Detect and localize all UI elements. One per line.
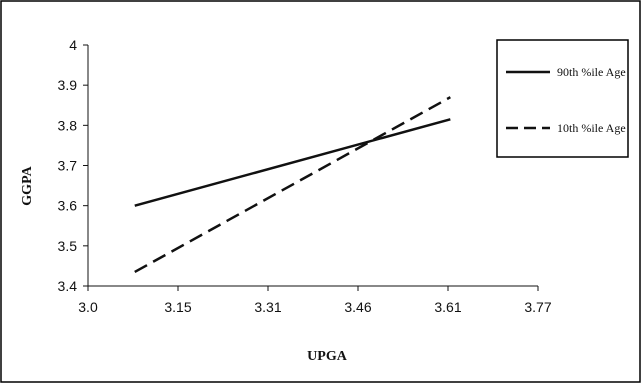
x-tick-label: 3.31 bbox=[254, 299, 281, 315]
series-line-90th-percentile bbox=[134, 118, 451, 207]
y-tick-label: 4 bbox=[69, 37, 77, 53]
y-tick-label: 3.9 bbox=[58, 77, 78, 93]
legend-label-10th: 10th %ile Age bbox=[557, 121, 626, 135]
legend-label-90th: 90th %ile Age bbox=[557, 65, 626, 79]
x-tick-label: 3.46 bbox=[344, 299, 371, 315]
y-tick-label: 3.6 bbox=[58, 198, 78, 214]
y-axis-ticks: 3.4 3.5 3.6 3.7 3.8 3.9 4 bbox=[58, 37, 88, 294]
x-axis-title: UPGA bbox=[307, 349, 348, 364]
x-tick-label: 3.77 bbox=[524, 299, 551, 315]
y-tick-label: 3.8 bbox=[58, 117, 78, 133]
legend-box bbox=[496, 39, 629, 158]
x-tick-label: 3.61 bbox=[434, 299, 461, 315]
y-tick-label: 3.4 bbox=[58, 278, 78, 294]
series-line-10th-percentile bbox=[134, 96, 451, 274]
y-axis-title: GGPA bbox=[20, 165, 35, 205]
legend: 90th %ile Age 10th %ile Age bbox=[496, 39, 629, 158]
series-lines bbox=[134, 96, 451, 274]
x-tick-label: 3.15 bbox=[164, 299, 191, 315]
y-tick-label: 3.7 bbox=[58, 158, 78, 174]
x-tick-label: 3.0 bbox=[78, 299, 98, 315]
y-tick-label: 3.5 bbox=[58, 238, 78, 254]
x-axis-ticks: 3.0 3.15 3.31 3.46 3.61 3.77 bbox=[78, 286, 552, 315]
